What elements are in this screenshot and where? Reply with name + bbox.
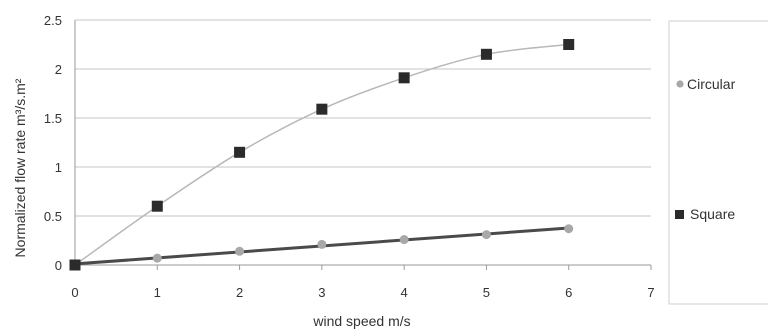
y-tick-label: 1	[55, 160, 62, 175]
y-tick-label: 1.5	[44, 111, 62, 126]
trend-lines	[74, 43, 569, 266]
x-tick-label: 4	[401, 285, 408, 300]
x-tick-labels: 0 1 2 3 4 5 6 7	[71, 285, 654, 300]
point-circular	[317, 239, 327, 249]
point-square	[151, 200, 163, 212]
point-circular	[564, 224, 574, 234]
axes	[74, 20, 652, 270]
point-square	[398, 72, 410, 84]
point-square	[480, 48, 492, 60]
legend-marker-circular	[676, 80, 684, 88]
point-square	[316, 103, 328, 115]
gridlines	[75, 19, 651, 217]
data-points	[69, 39, 575, 271]
x-tick-label: 0	[71, 285, 78, 300]
y-tick-label: 2	[55, 62, 62, 77]
point-square	[69, 259, 81, 271]
y-tick-label: 0.5	[44, 209, 62, 224]
point-circular	[399, 235, 409, 245]
x-tick-label: 2	[236, 285, 243, 300]
x-tick-label: 7	[647, 285, 654, 300]
legend-label-square: Square	[690, 206, 735, 222]
point-circular	[481, 230, 491, 240]
y-tick-label: 0	[55, 258, 62, 273]
legend-label-circular: Circular	[687, 76, 736, 92]
point-circular	[235, 246, 245, 256]
x-tick-label: 1	[154, 285, 161, 300]
y-tick-labels: 0 0.5 1 1.5 2 2.5	[44, 13, 62, 273]
legend: Circular Square	[668, 20, 768, 305]
legend-box	[668, 20, 768, 305]
point-circular	[152, 253, 162, 263]
y-tick-label: 2.5	[44, 13, 62, 28]
x-tick-label: 6	[565, 285, 572, 300]
x-tick-label: 5	[483, 285, 490, 300]
legend-marker-square	[675, 210, 684, 219]
point-square	[563, 39, 575, 50]
point-square	[234, 146, 246, 158]
y-axis-label: Normalized flow rate m³/s.m²	[12, 78, 28, 257]
x-tick-label: 3	[318, 285, 325, 300]
x-axis-label: wind speed m/s	[312, 313, 410, 329]
